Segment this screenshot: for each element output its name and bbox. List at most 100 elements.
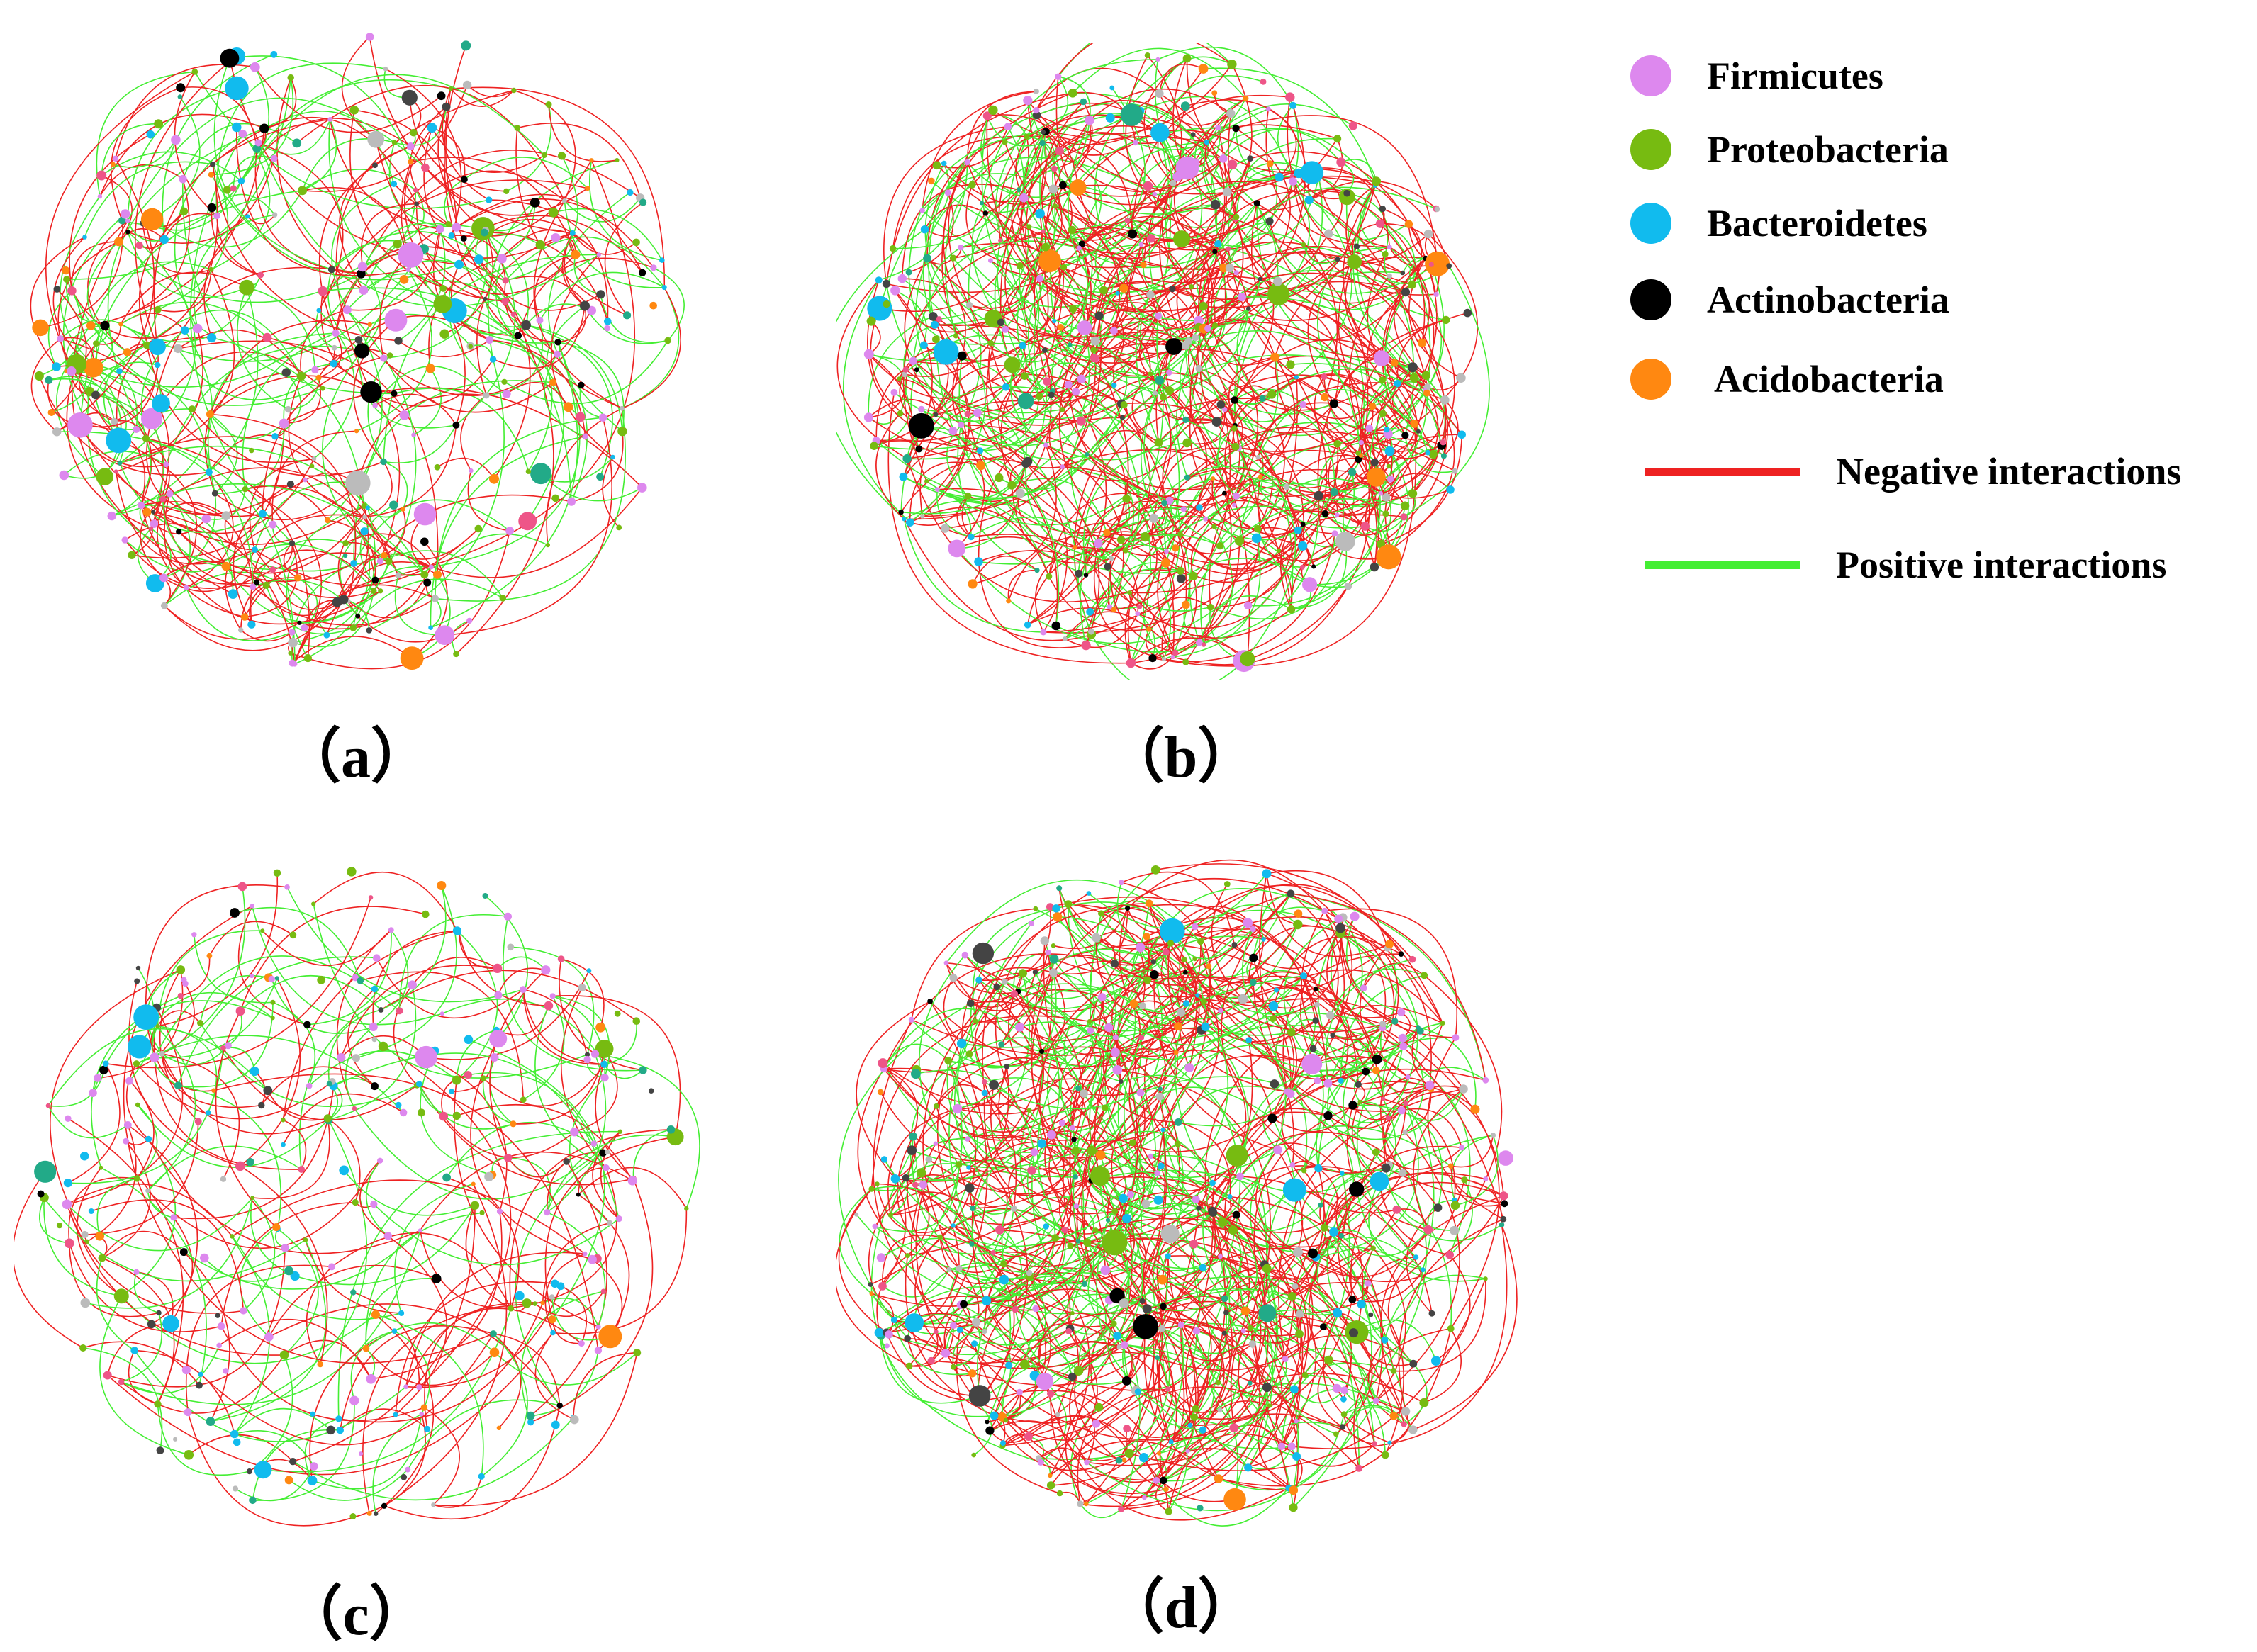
taxon-node xyxy=(1208,1206,1217,1216)
interaction-edge xyxy=(1094,1003,1246,1312)
taxon-node xyxy=(327,266,335,274)
taxon-node xyxy=(489,1347,500,1357)
taxon-node xyxy=(52,427,62,437)
taxon-node xyxy=(1012,1305,1019,1313)
interaction-edge xyxy=(932,316,1024,362)
interaction-edge xyxy=(883,1159,1116,1247)
taxon-node xyxy=(1223,1310,1229,1315)
firmicutes-swatch xyxy=(1630,55,1671,96)
taxon-node xyxy=(284,884,290,890)
interaction-edge xyxy=(1203,976,1277,1003)
taxon-node xyxy=(166,490,174,498)
interaction-edge xyxy=(956,493,1021,549)
interaction-edge xyxy=(322,252,514,315)
interaction-edge xyxy=(79,425,167,468)
interaction-edge xyxy=(1323,1173,1504,1228)
interaction-edge xyxy=(1230,1282,1369,1428)
taxon-node xyxy=(988,105,998,116)
interaction-edge xyxy=(180,955,211,996)
taxon-node xyxy=(391,390,398,397)
taxon-node xyxy=(1143,976,1152,984)
interaction-edge xyxy=(1240,1176,1364,1332)
interaction-edge xyxy=(398,228,446,342)
interaction-edge xyxy=(92,1000,274,1094)
interaction-edge xyxy=(1253,1084,1430,1359)
taxon-node xyxy=(62,266,70,275)
interaction-edge xyxy=(331,230,506,281)
taxon-node xyxy=(56,1223,63,1229)
interaction-edge xyxy=(283,1119,307,1170)
taxon-node xyxy=(1052,904,1060,913)
interaction-edge xyxy=(892,132,1044,249)
interaction-edge xyxy=(152,96,201,220)
taxon-node xyxy=(1378,490,1384,496)
taxon-node xyxy=(1192,1405,1199,1412)
interaction-edge xyxy=(127,232,247,298)
interaction-edge xyxy=(48,376,115,422)
taxon-node xyxy=(326,1081,332,1087)
taxon-node xyxy=(1062,636,1068,641)
taxon-node xyxy=(419,1411,424,1417)
taxon-node xyxy=(596,290,605,299)
interaction-edge xyxy=(1038,1328,1098,1459)
interaction-edge xyxy=(1121,1325,1199,1510)
taxon-node xyxy=(1244,1463,1253,1472)
interaction-edge xyxy=(1027,359,1129,626)
taxon-node xyxy=(973,408,982,417)
taxon-node xyxy=(1046,1130,1056,1140)
interaction-edge xyxy=(76,1167,122,1297)
taxon-node xyxy=(576,1192,581,1197)
interaction-edge xyxy=(542,1298,599,1327)
taxon-node xyxy=(1004,123,1012,130)
taxon-node xyxy=(1119,415,1125,420)
taxon-node xyxy=(1287,605,1296,614)
legend-item-positive: Positive interactions xyxy=(1616,533,2166,597)
taxon-node xyxy=(427,123,437,133)
interaction-edge xyxy=(245,488,323,664)
interaction-edge xyxy=(1404,435,1455,473)
interaction-edge xyxy=(1060,327,1095,359)
taxon-node xyxy=(474,524,483,533)
interaction-edge xyxy=(1189,327,1237,497)
interaction-edge xyxy=(327,984,417,1120)
interaction-edge xyxy=(1214,321,1362,456)
taxon-node xyxy=(1206,963,1212,970)
taxon-node xyxy=(1347,254,1362,269)
interaction-edge xyxy=(1404,1363,1428,1425)
taxon-node xyxy=(510,311,516,318)
interaction-edge xyxy=(127,87,237,221)
interaction-edge xyxy=(1343,1101,1427,1415)
interaction-edge xyxy=(878,1332,980,1404)
interaction-edge xyxy=(106,897,371,1069)
interaction-edge xyxy=(124,523,227,567)
taxon-node xyxy=(957,351,967,361)
taxon-node xyxy=(1421,371,1431,380)
interaction-edge xyxy=(876,1184,954,1234)
interaction-edge xyxy=(164,213,218,240)
taxon-node xyxy=(899,472,908,481)
interaction-edge xyxy=(1011,485,1112,564)
interaction-edge xyxy=(84,161,213,237)
taxon-node xyxy=(965,1183,975,1193)
interaction-edge xyxy=(1180,534,1304,572)
taxon-node xyxy=(303,477,308,483)
interaction-edge xyxy=(1340,159,1377,181)
taxon-node xyxy=(615,158,620,163)
taxon-node xyxy=(435,625,455,645)
taxon-node xyxy=(270,999,276,1005)
taxon-node xyxy=(370,588,377,594)
taxon-node xyxy=(1146,291,1155,299)
taxon-node xyxy=(311,366,319,374)
taxon-node xyxy=(1124,218,1131,223)
interaction-edge xyxy=(1185,330,1362,456)
interaction-edge xyxy=(1360,185,1386,255)
interaction-edge xyxy=(437,457,495,480)
interaction-edge xyxy=(544,1136,676,1320)
interaction-edge xyxy=(437,533,549,575)
interaction-edge xyxy=(997,114,1132,397)
interaction-edge xyxy=(136,886,246,1064)
interaction-edge xyxy=(1332,1034,1471,1256)
interaction-edge xyxy=(1045,100,1207,143)
taxon-node xyxy=(230,1234,235,1239)
taxon-node xyxy=(1370,1245,1376,1251)
